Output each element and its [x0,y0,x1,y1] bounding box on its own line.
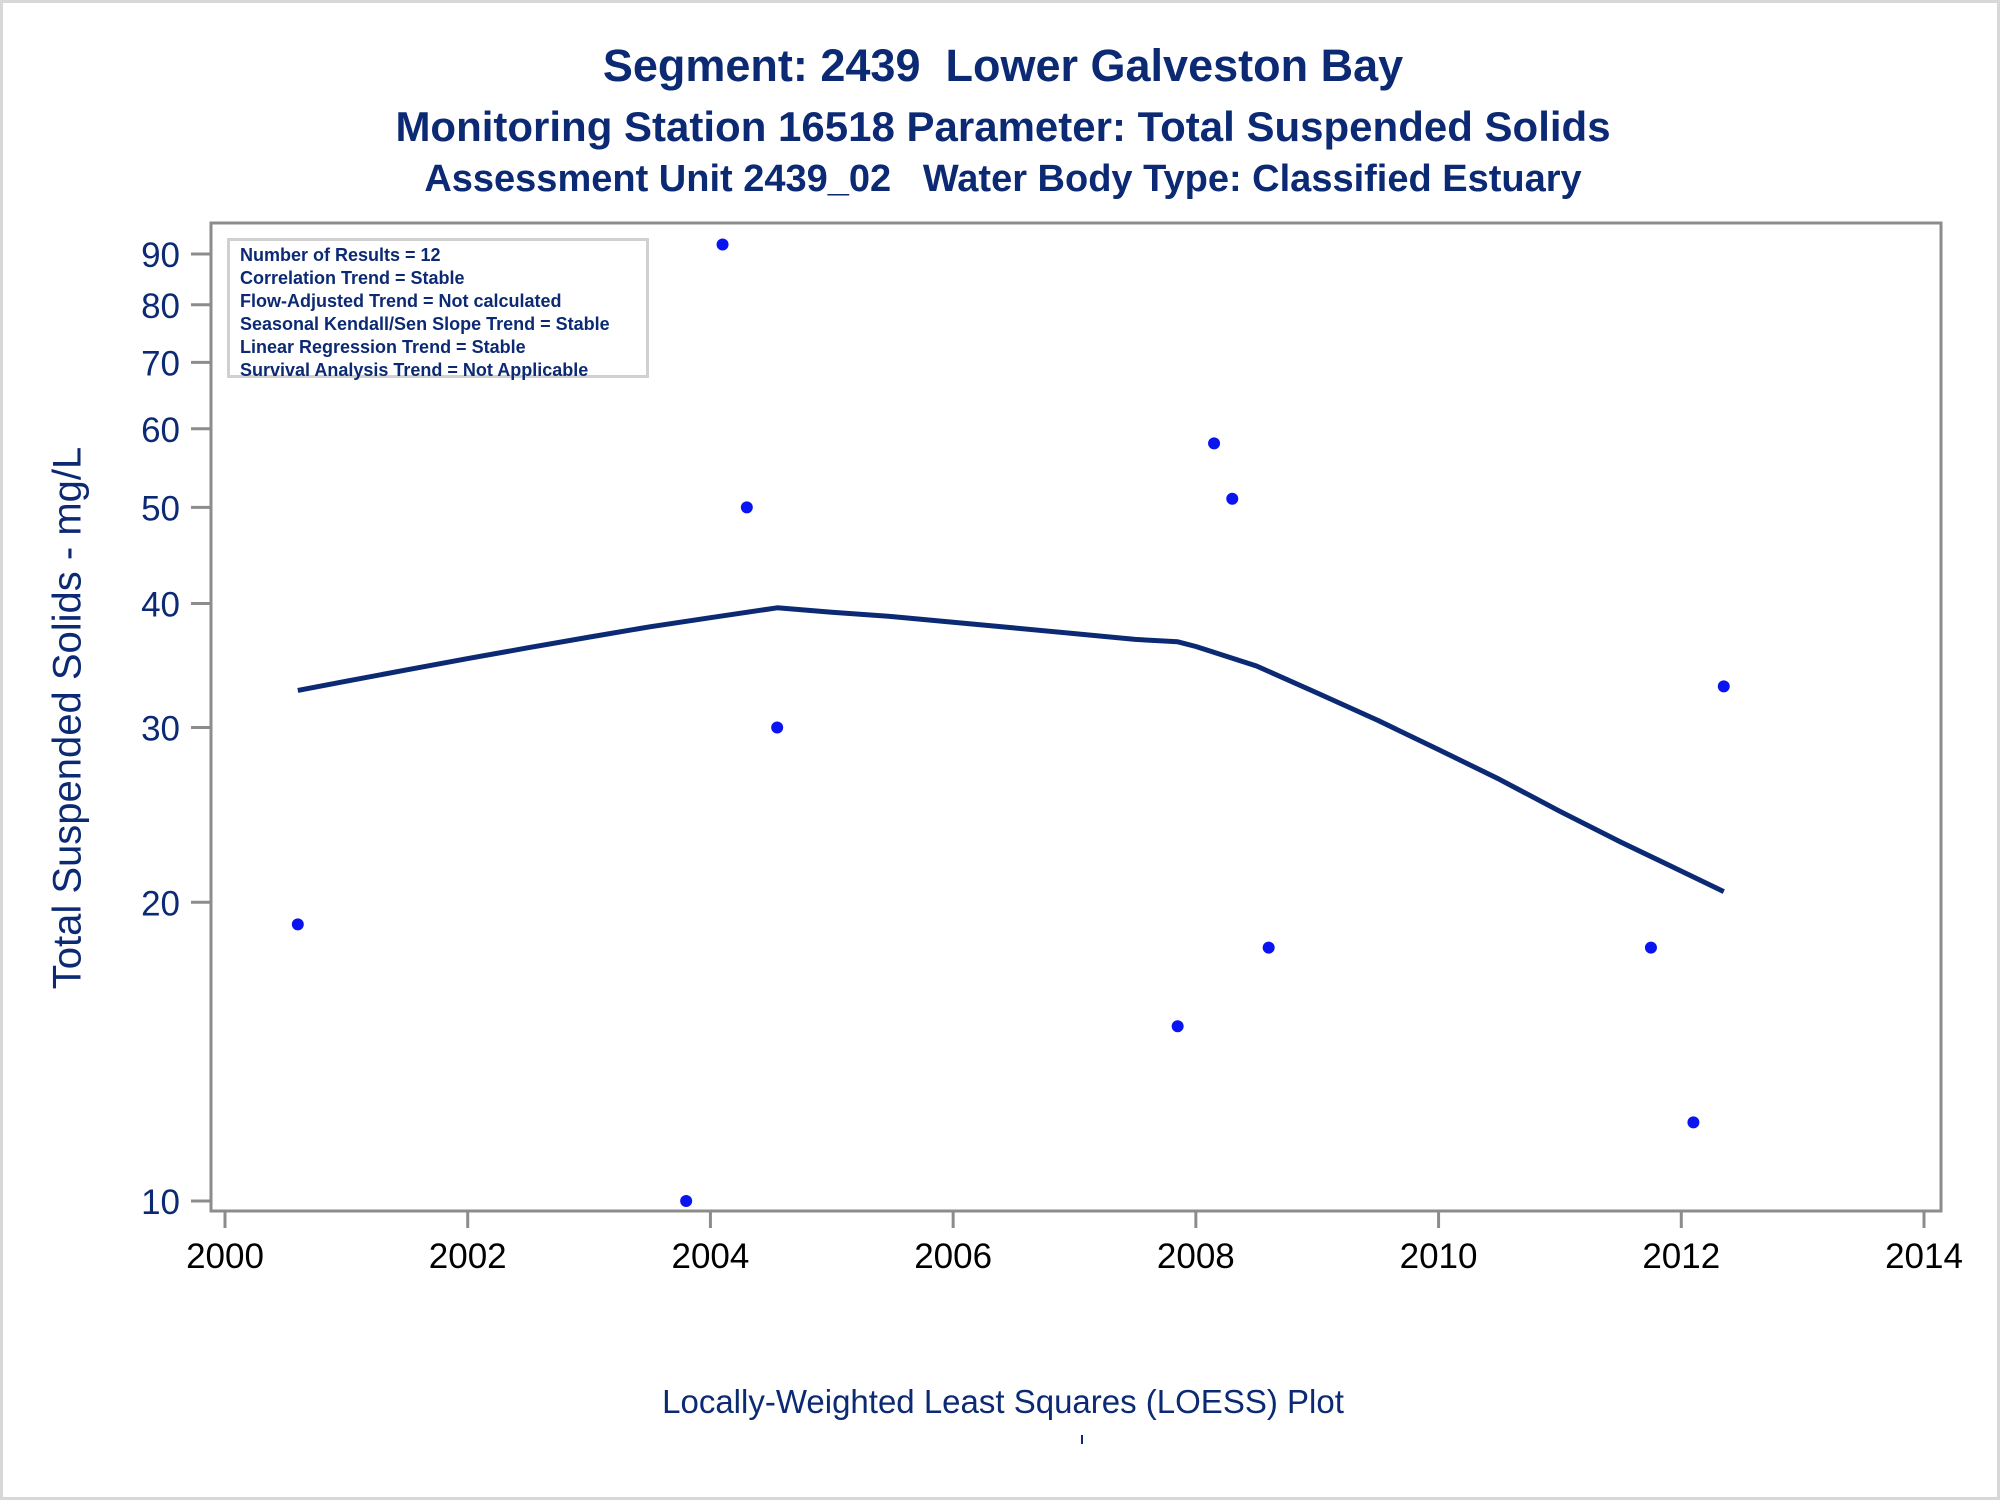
y-tick-label: 80 [141,287,180,326]
stat-seasonal-kendall-trend: Seasonal Kendall/Sen Slope Trend = Stabl… [240,314,610,334]
trend-stats-box: Number of Results = 12 Correlation Trend… [227,238,649,380]
scatter-points [291,238,1730,1207]
footnote-tick [1081,1435,1083,1444]
data-point [771,721,784,734]
y-tick-label: 10 [141,1183,180,1222]
data-point [680,1195,693,1207]
chart-subtitle-station: Monitoring Station 16518 Parameter: Tota… [395,103,1611,150]
data-point [1226,492,1239,505]
x-tick-label: 2012 [1642,1237,1720,1276]
y-tick-label: 40 [141,586,180,625]
x-tick-label: 2010 [1400,1237,1478,1276]
y-tick-label: 90 [141,236,180,275]
y-tick-label: 70 [141,344,180,383]
chart-title: Segment: 2439 Lower Galveston Bay [602,40,1404,91]
x-tick-label: 2000 [186,1237,264,1276]
x-tick-label: 2006 [914,1237,992,1276]
plot-border [209,221,1943,1213]
x-tick-label: 2014 [1885,1237,1963,1276]
y-tick-label: 60 [141,411,180,450]
data-point [1262,941,1275,954]
x-axis-label: Locally-Weighted Least Squares (LOESS) P… [662,1383,1344,1420]
data-point [1208,437,1221,450]
loess-line [297,605,1725,894]
data-point [740,501,753,514]
stat-results-count: Number of Results = 12 [240,245,441,265]
stat-flow-adjusted-trend: Flow-Adjusted Trend = Not calculated [240,291,562,311]
y-tick-label: 20 [141,884,180,923]
y-tick-label: 30 [141,710,180,749]
stat-linear-regression-trend: Linear Regression Trend = Stable [240,337,526,357]
data-point [1687,1116,1700,1129]
y-axis: 10 20 30 40 50 60 70 80 90 [141,236,211,1222]
x-tick-label: 2004 [671,1237,749,1276]
stat-correlation-trend: Correlation Trend = Stable [240,268,465,288]
chart-subtitle-assessment: Assessment Unit 2439_02 Water Body Type:… [424,158,1582,200]
x-axis: 2000 2002 2004 2006 2008 2010 2012 2014 [186,1211,1963,1276]
data-point [291,918,304,931]
x-tick-label: 2002 [429,1237,507,1276]
y-tick-label: 50 [141,489,180,528]
data-point [1171,1020,1184,1033]
stat-survival-analysis-trend: Survival Analysis Trend = Not Applicable [240,360,589,380]
data-point [716,238,729,251]
data-point [1644,941,1657,954]
y-axis-label: Total Suspended Solids - mg/L [45,446,90,990]
x-tick-label: 2008 [1157,1237,1235,1276]
data-point [1717,680,1730,693]
